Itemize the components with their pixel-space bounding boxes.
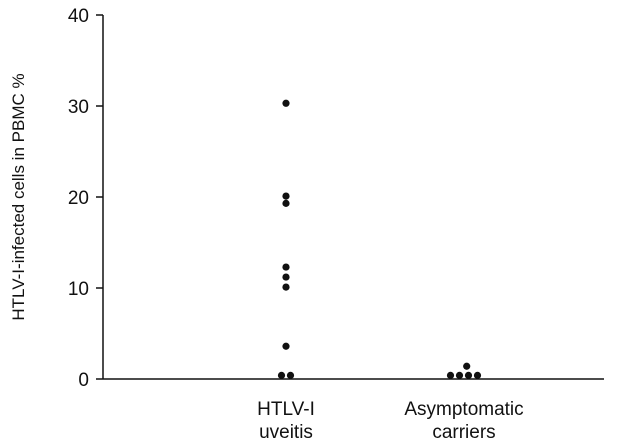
y-axis-label: HTLV-I-infected cells in PBMC % (9, 73, 28, 320)
category-labels: HTLV-I uveitis Asymptomatic carriers (257, 399, 524, 443)
data-point (464, 371, 473, 379)
data-points (277, 99, 482, 379)
category-label-line2: uveitis (259, 422, 313, 443)
data-point (282, 99, 290, 107)
category-label-line1: HTLV-I (257, 399, 315, 420)
data-point (282, 273, 290, 281)
category-label-1: Asymptomatic carriers (404, 399, 523, 443)
data-point (455, 371, 464, 379)
data-point (282, 199, 290, 207)
y-tick-label-40: 40 (68, 6, 89, 27)
y-tick-label-10: 10 (68, 279, 89, 300)
data-point (277, 371, 286, 379)
category-label-line1: Asymptomatic (404, 399, 523, 420)
category-label-line2: carriers (432, 422, 495, 443)
data-point (282, 342, 290, 350)
data-point (282, 283, 290, 291)
data-point (282, 192, 290, 200)
data-point (286, 371, 295, 379)
data-point (282, 263, 290, 271)
data-point (463, 362, 471, 370)
data-point (473, 371, 482, 379)
y-tick-label-0: 0 (78, 370, 89, 391)
y-tick-label-20: 20 (68, 188, 89, 209)
data-point (446, 371, 455, 379)
category-label-0: HTLV-I uveitis (257, 399, 315, 443)
y-tick-label-30: 30 (68, 97, 89, 118)
y-ticks: 0 10 20 30 40 (68, 6, 103, 391)
axes (102, 15, 604, 380)
